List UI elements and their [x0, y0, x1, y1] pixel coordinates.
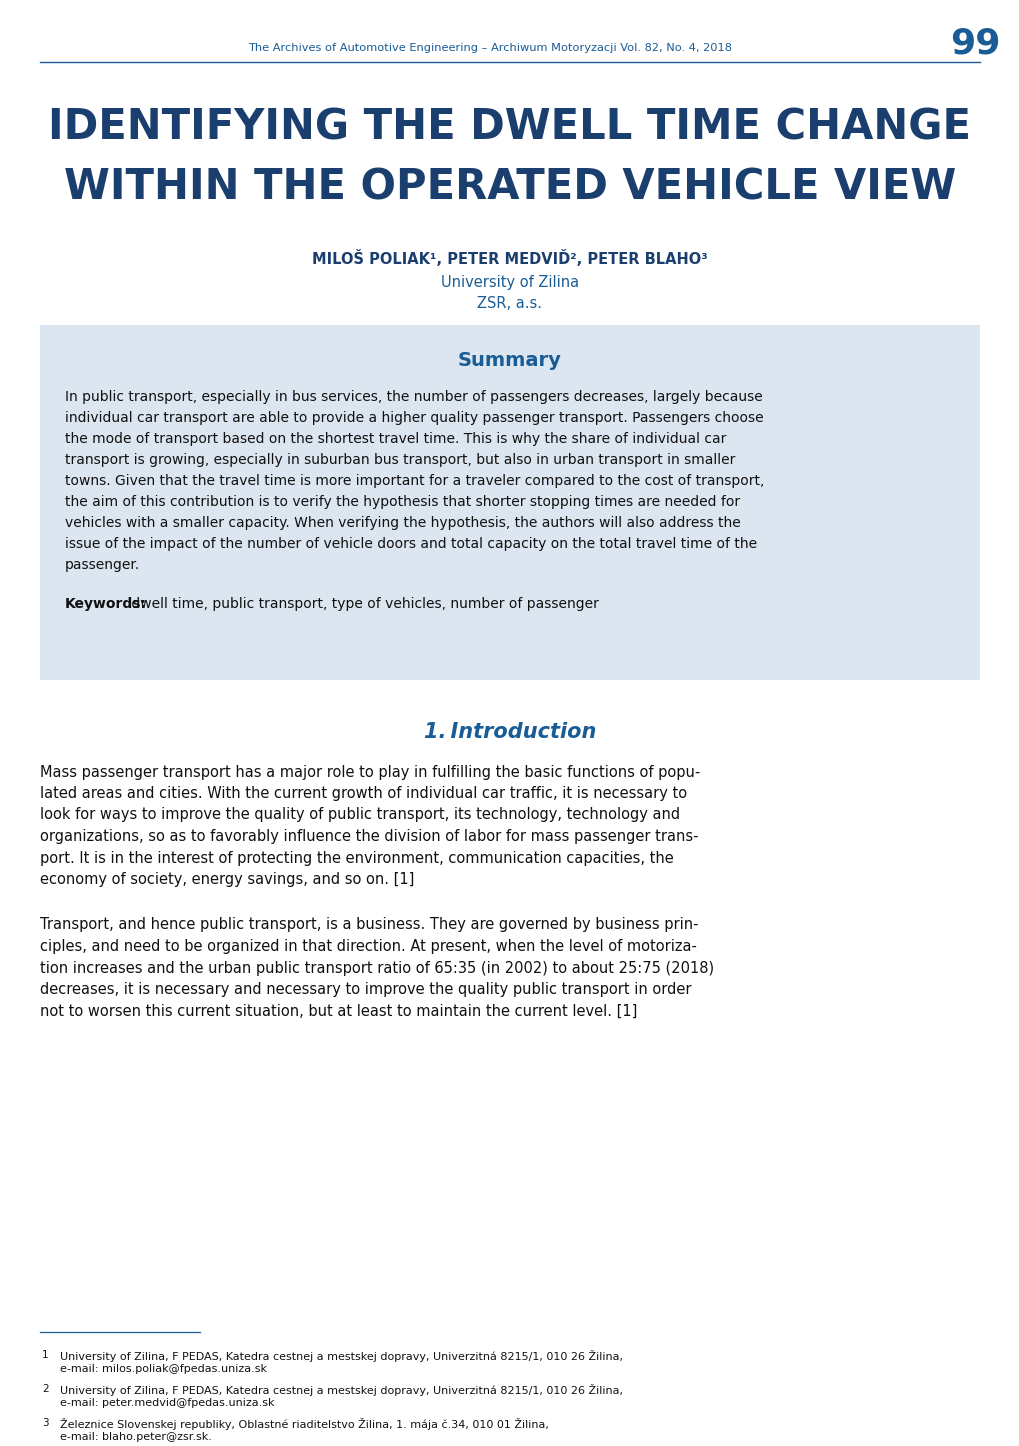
FancyBboxPatch shape — [40, 325, 979, 680]
Text: 2: 2 — [42, 1384, 49, 1394]
Text: economy of society, energy savings, and so on. [1]: economy of society, energy savings, and … — [40, 872, 414, 886]
Text: transport is growing, especially in suburban bus transport, but also in urban tr: transport is growing, especially in subu… — [65, 453, 735, 467]
Text: decreases, it is necessary and necessary to improve the quality public transport: decreases, it is necessary and necessary… — [40, 982, 691, 996]
Text: University of Zilina, F PEDAS, Katedra cestnej a mestskej dopravy, Univerzitná 8: University of Zilina, F PEDAS, Katedra c… — [60, 1351, 623, 1362]
Text: the mode of transport based on the shortest travel time. This is why the share o: the mode of transport based on the short… — [65, 432, 726, 445]
Text: passenger.: passenger. — [65, 558, 141, 573]
Text: University of Zilina: University of Zilina — [440, 276, 579, 291]
Text: port. It is in the interest of protecting the environment, communication capacit: port. It is in the interest of protectin… — [40, 850, 674, 866]
Text: In public transport, especially in bus services, the number of passengers decrea: In public transport, especially in bus s… — [65, 390, 762, 403]
Text: vehicles with a smaller capacity. When verifying the hypothesis, the authors wil: vehicles with a smaller capacity. When v… — [65, 516, 740, 531]
Text: individual car transport are able to provide a higher quality passenger transpor: individual car transport are able to pro… — [65, 411, 763, 425]
Text: Transport, and hence public transport, is a business. They are governed by busin: Transport, and hence public transport, i… — [40, 918, 698, 933]
Text: e-mail: blaho.peter@zsr.sk.: e-mail: blaho.peter@zsr.sk. — [60, 1432, 212, 1442]
Text: MILOŠ POLIAK¹, PETER MEDVIĎ², PETER BLAHO³: MILOŠ POLIAK¹, PETER MEDVIĎ², PETER BLAH… — [312, 250, 707, 266]
Text: Summary: Summary — [458, 351, 561, 370]
Text: 99: 99 — [949, 27, 1000, 61]
Text: Mass passenger transport has a major role to play in fulfilling the basic functi: Mass passenger transport has a major rol… — [40, 765, 700, 779]
Text: tion increases and the urban public transport ratio of 65:35 (in 2002) to about : tion increases and the urban public tran… — [40, 960, 713, 976]
Text: University of Zilina, F PEDAS, Katedra cestnej a mestskej dopravy, Univerzitná 8: University of Zilina, F PEDAS, Katedra c… — [60, 1384, 623, 1395]
Text: Keywords:: Keywords: — [65, 597, 147, 612]
Text: 1. Introduction: 1. Introduction — [424, 722, 595, 742]
Text: towns. Given that the travel time is more important for a traveler compared to t: towns. Given that the travel time is mor… — [65, 474, 763, 487]
Text: The Archives of Automotive Engineering – Archiwum Motoryzacji Vol. 82, No. 4, 20: The Archives of Automotive Engineering –… — [248, 43, 732, 54]
Text: 3: 3 — [42, 1419, 49, 1429]
Text: ZSR, a.s.: ZSR, a.s. — [477, 295, 542, 311]
Text: 1: 1 — [42, 1351, 49, 1361]
Text: WITHIN THE OPERATED VEHICLE VIEW: WITHIN THE OPERATED VEHICLE VIEW — [64, 166, 955, 210]
Text: ciples, and need to be organized in that direction. At present, when the level o: ciples, and need to be organized in that… — [40, 938, 696, 954]
Text: not to worsen this current situation, but at least to maintain the current level: not to worsen this current situation, bu… — [40, 1004, 637, 1018]
Text: Železnice Slovenskej republiky, Oblastné riaditelstvo Žilina, 1. mája č.34, 010 : Železnice Slovenskej republiky, Oblastné… — [60, 1419, 548, 1430]
Text: dwell time, public transport, type of vehicles, number of passenger: dwell time, public transport, type of ve… — [127, 597, 598, 612]
Text: e-mail: peter.medvid@fpedas.uniza.sk: e-mail: peter.medvid@fpedas.uniza.sk — [60, 1397, 274, 1407]
Text: the aim of this contribution is to verify the hypothesis that shorter stopping t: the aim of this contribution is to verif… — [65, 495, 740, 509]
Text: e-mail: milos.poliak@fpedas.uniza.sk: e-mail: milos.poliak@fpedas.uniza.sk — [60, 1364, 267, 1374]
Text: issue of the impact of the number of vehicle doors and total capacity on the tot: issue of the impact of the number of veh… — [65, 536, 756, 551]
Text: look for ways to improve the quality of public transport, its technology, techno: look for ways to improve the quality of … — [40, 807, 680, 823]
Text: organizations, so as to favorably influence the division of labor for mass passe: organizations, so as to favorably influe… — [40, 829, 698, 844]
Text: IDENTIFYING THE DWELL TIME CHANGE: IDENTIFYING THE DWELL TIME CHANGE — [49, 107, 970, 149]
Text: lated areas and cities. With the current growth of individual car traffic, it is: lated areas and cities. With the current… — [40, 787, 687, 801]
